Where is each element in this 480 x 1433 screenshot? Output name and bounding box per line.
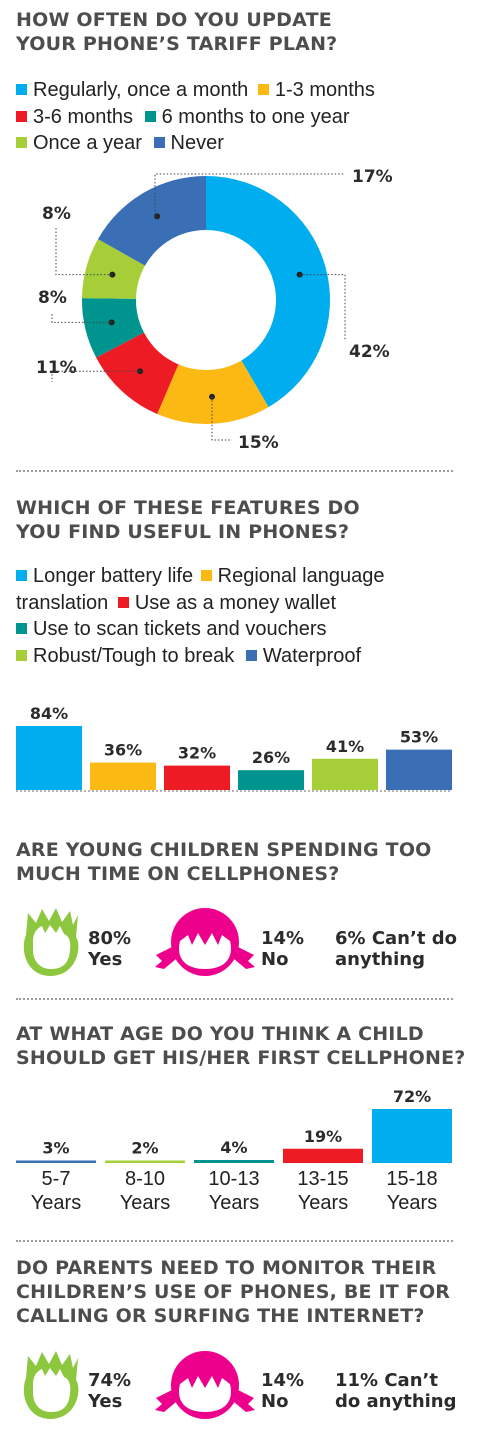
first-phone-age-bar-chart: 3% 2% 4%19%72% 5-7Years8-10Years10-13Years… xyxy=(16,1087,452,1214)
donut-slice-1-3-months xyxy=(157,360,269,424)
age-bar xyxy=(283,1148,363,1163)
boy-face-icon xyxy=(23,1351,79,1419)
features-bar xyxy=(16,726,82,790)
age-bar-label: 3% xyxy=(42,1139,69,1158)
divider xyxy=(16,1240,453,1242)
legend-swatch xyxy=(16,84,27,95)
age-category-label: 8-10 xyxy=(125,1168,165,1190)
tariff-title: HOW OFTEN DO YOU UPDATE YOUR PHONE’S TAR… xyxy=(16,9,338,55)
legend-swatch xyxy=(257,84,269,95)
donut-leader-line xyxy=(154,173,345,217)
legend-swatch xyxy=(16,137,27,148)
legend-item-robust: Robust/Tough to break xyxy=(16,645,234,667)
features-bar-chart: 84% 36% 32% 26% 41% 53% xyxy=(16,704,452,792)
age-bar-label: 2% xyxy=(131,1139,158,1158)
children-time-title: ARE YOUNG CHILDREN SPENDING TOO MUCH TIM… xyxy=(16,839,432,885)
features-bar xyxy=(312,758,378,790)
donut-leader-line xyxy=(299,274,346,340)
age-category-label: 13-15 xyxy=(297,1168,348,1190)
age-bar xyxy=(372,1109,452,1163)
legend-swatch xyxy=(200,570,212,581)
boy-face-icon xyxy=(23,908,79,976)
donut-leader-line xyxy=(211,396,232,441)
age-bar xyxy=(105,1160,185,1163)
legend-item-money-wallet: Use as a money wallet xyxy=(114,592,336,614)
features-bar xyxy=(386,749,452,790)
legend-item-never: Never xyxy=(148,132,224,154)
features-bar xyxy=(164,765,230,790)
legend-swatch xyxy=(117,596,129,608)
features-bar-label: 32% xyxy=(178,744,216,763)
parents-monitor-no: 14% No xyxy=(261,1370,305,1412)
donut-label-once-a-year: 8% xyxy=(42,204,71,224)
donut-label-regularly: 42% xyxy=(349,342,390,362)
donut-slice-regularly xyxy=(206,176,330,408)
donut-label-never: 17% xyxy=(352,167,393,187)
donut-slice-once-a-year xyxy=(82,239,146,299)
age-category-label: 10-13 xyxy=(208,1168,259,1190)
legend-item-3-6-months: 3-6 months xyxy=(16,106,133,128)
features-bar-label: 53% xyxy=(400,728,438,747)
girl-face-icon xyxy=(155,1351,255,1419)
tariff-legend: Regularly, once a month 1-3 months 3-6 m… xyxy=(16,77,471,157)
donut-slice-never xyxy=(97,176,206,266)
age-category-label: Years xyxy=(31,1192,81,1214)
features-bar-label: 84% xyxy=(30,704,68,723)
features-legend: Longer battery life Regional language tr… xyxy=(16,563,471,669)
legend-item-regional-language: Regional language translation xyxy=(16,565,385,614)
age-category-label: 15-18 xyxy=(386,1168,437,1190)
legend-item-battery: Longer battery life xyxy=(16,565,193,587)
children-time-other: 6% Can’t do anything xyxy=(335,928,457,970)
donut-leader-line xyxy=(51,312,112,323)
first-phone-age-title: AT WHAT AGE DO YOU THINK A CHILD SHOULD … xyxy=(16,1023,466,1069)
age-category-label: Years xyxy=(209,1192,259,1214)
age-bar-label: 19% xyxy=(304,1127,342,1146)
parents-monitor-other: 11% Can’t do anything xyxy=(335,1370,457,1412)
legend-item-waterproof: Waterproof xyxy=(240,645,361,667)
donut-leader-lines xyxy=(51,173,346,441)
legend-swatch xyxy=(16,110,27,122)
legend-item-1-3-months: 1-3 months xyxy=(254,79,375,101)
legend-swatch xyxy=(16,649,27,661)
age-bar-label: 4% xyxy=(220,1138,247,1157)
children-time-yes: 80% Yes xyxy=(88,928,132,970)
donut-slice-6-months-one-year xyxy=(82,298,144,358)
features-bar xyxy=(238,770,304,790)
legend-swatch xyxy=(16,570,27,581)
parents-monitor-yes: 74% Yes xyxy=(88,1370,132,1412)
age-bar-label: 72% xyxy=(393,1087,431,1106)
features-bar-label: 36% xyxy=(104,741,142,760)
tariff-donut-chart: 17% 42% 15% 11% 8% 8% xyxy=(36,167,393,453)
donut-label-1-3-months: 15% xyxy=(238,433,279,453)
donut-label-6-months-one-year: 8% xyxy=(38,288,67,308)
legend-item-6-months-one-year: 6 months to one year xyxy=(139,106,350,128)
legend-item-regularly: Regularly, once a month xyxy=(16,79,248,101)
divider xyxy=(16,470,453,472)
legend-swatch xyxy=(245,649,257,661)
features-bar-label: 26% xyxy=(252,748,290,767)
features-title: WHICH OF THESE FEATURES DO YOU FIND USEF… xyxy=(16,497,360,543)
age-category-label: Years xyxy=(298,1192,348,1214)
parents-monitor-title: DO PARENTS NEED TO MONITOR THEIR CHILDRE… xyxy=(16,1257,451,1327)
donut-slices xyxy=(82,176,330,424)
legend-swatch xyxy=(144,110,156,122)
age-category-label: 5-7 xyxy=(42,1168,71,1190)
legend-item-once-a-year: Once a year xyxy=(16,132,142,154)
legend-swatch xyxy=(153,137,165,148)
donut-leader-line xyxy=(51,370,141,382)
legend-item-scan-tickets: Use to scan tickets and vouchers xyxy=(16,618,326,640)
legend-swatch xyxy=(16,623,27,634)
age-bar xyxy=(16,1160,96,1163)
divider xyxy=(16,998,453,1000)
features-bar xyxy=(90,762,156,790)
children-time-no: 14% No xyxy=(261,928,305,970)
features-bar-label: 41% xyxy=(326,737,364,756)
girl-face-icon xyxy=(155,908,255,976)
age-category-label: Years xyxy=(387,1192,437,1214)
age-category-label: Years xyxy=(120,1192,170,1214)
donut-label-3-6-months: 11% xyxy=(36,358,77,378)
donut-leader-line xyxy=(55,226,113,276)
age-bar xyxy=(194,1160,274,1163)
donut-slice-3-6-months xyxy=(96,332,179,414)
